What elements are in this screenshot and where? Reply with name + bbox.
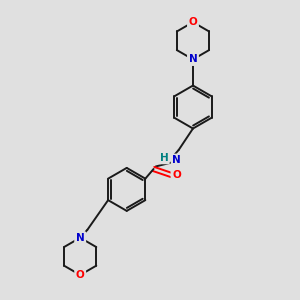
Text: H: H (160, 153, 169, 163)
Text: O: O (189, 17, 197, 27)
Text: O: O (172, 170, 181, 180)
Text: N: N (172, 155, 181, 165)
Text: O: O (76, 270, 85, 280)
Text: N: N (189, 54, 197, 64)
Text: N: N (76, 233, 85, 243)
